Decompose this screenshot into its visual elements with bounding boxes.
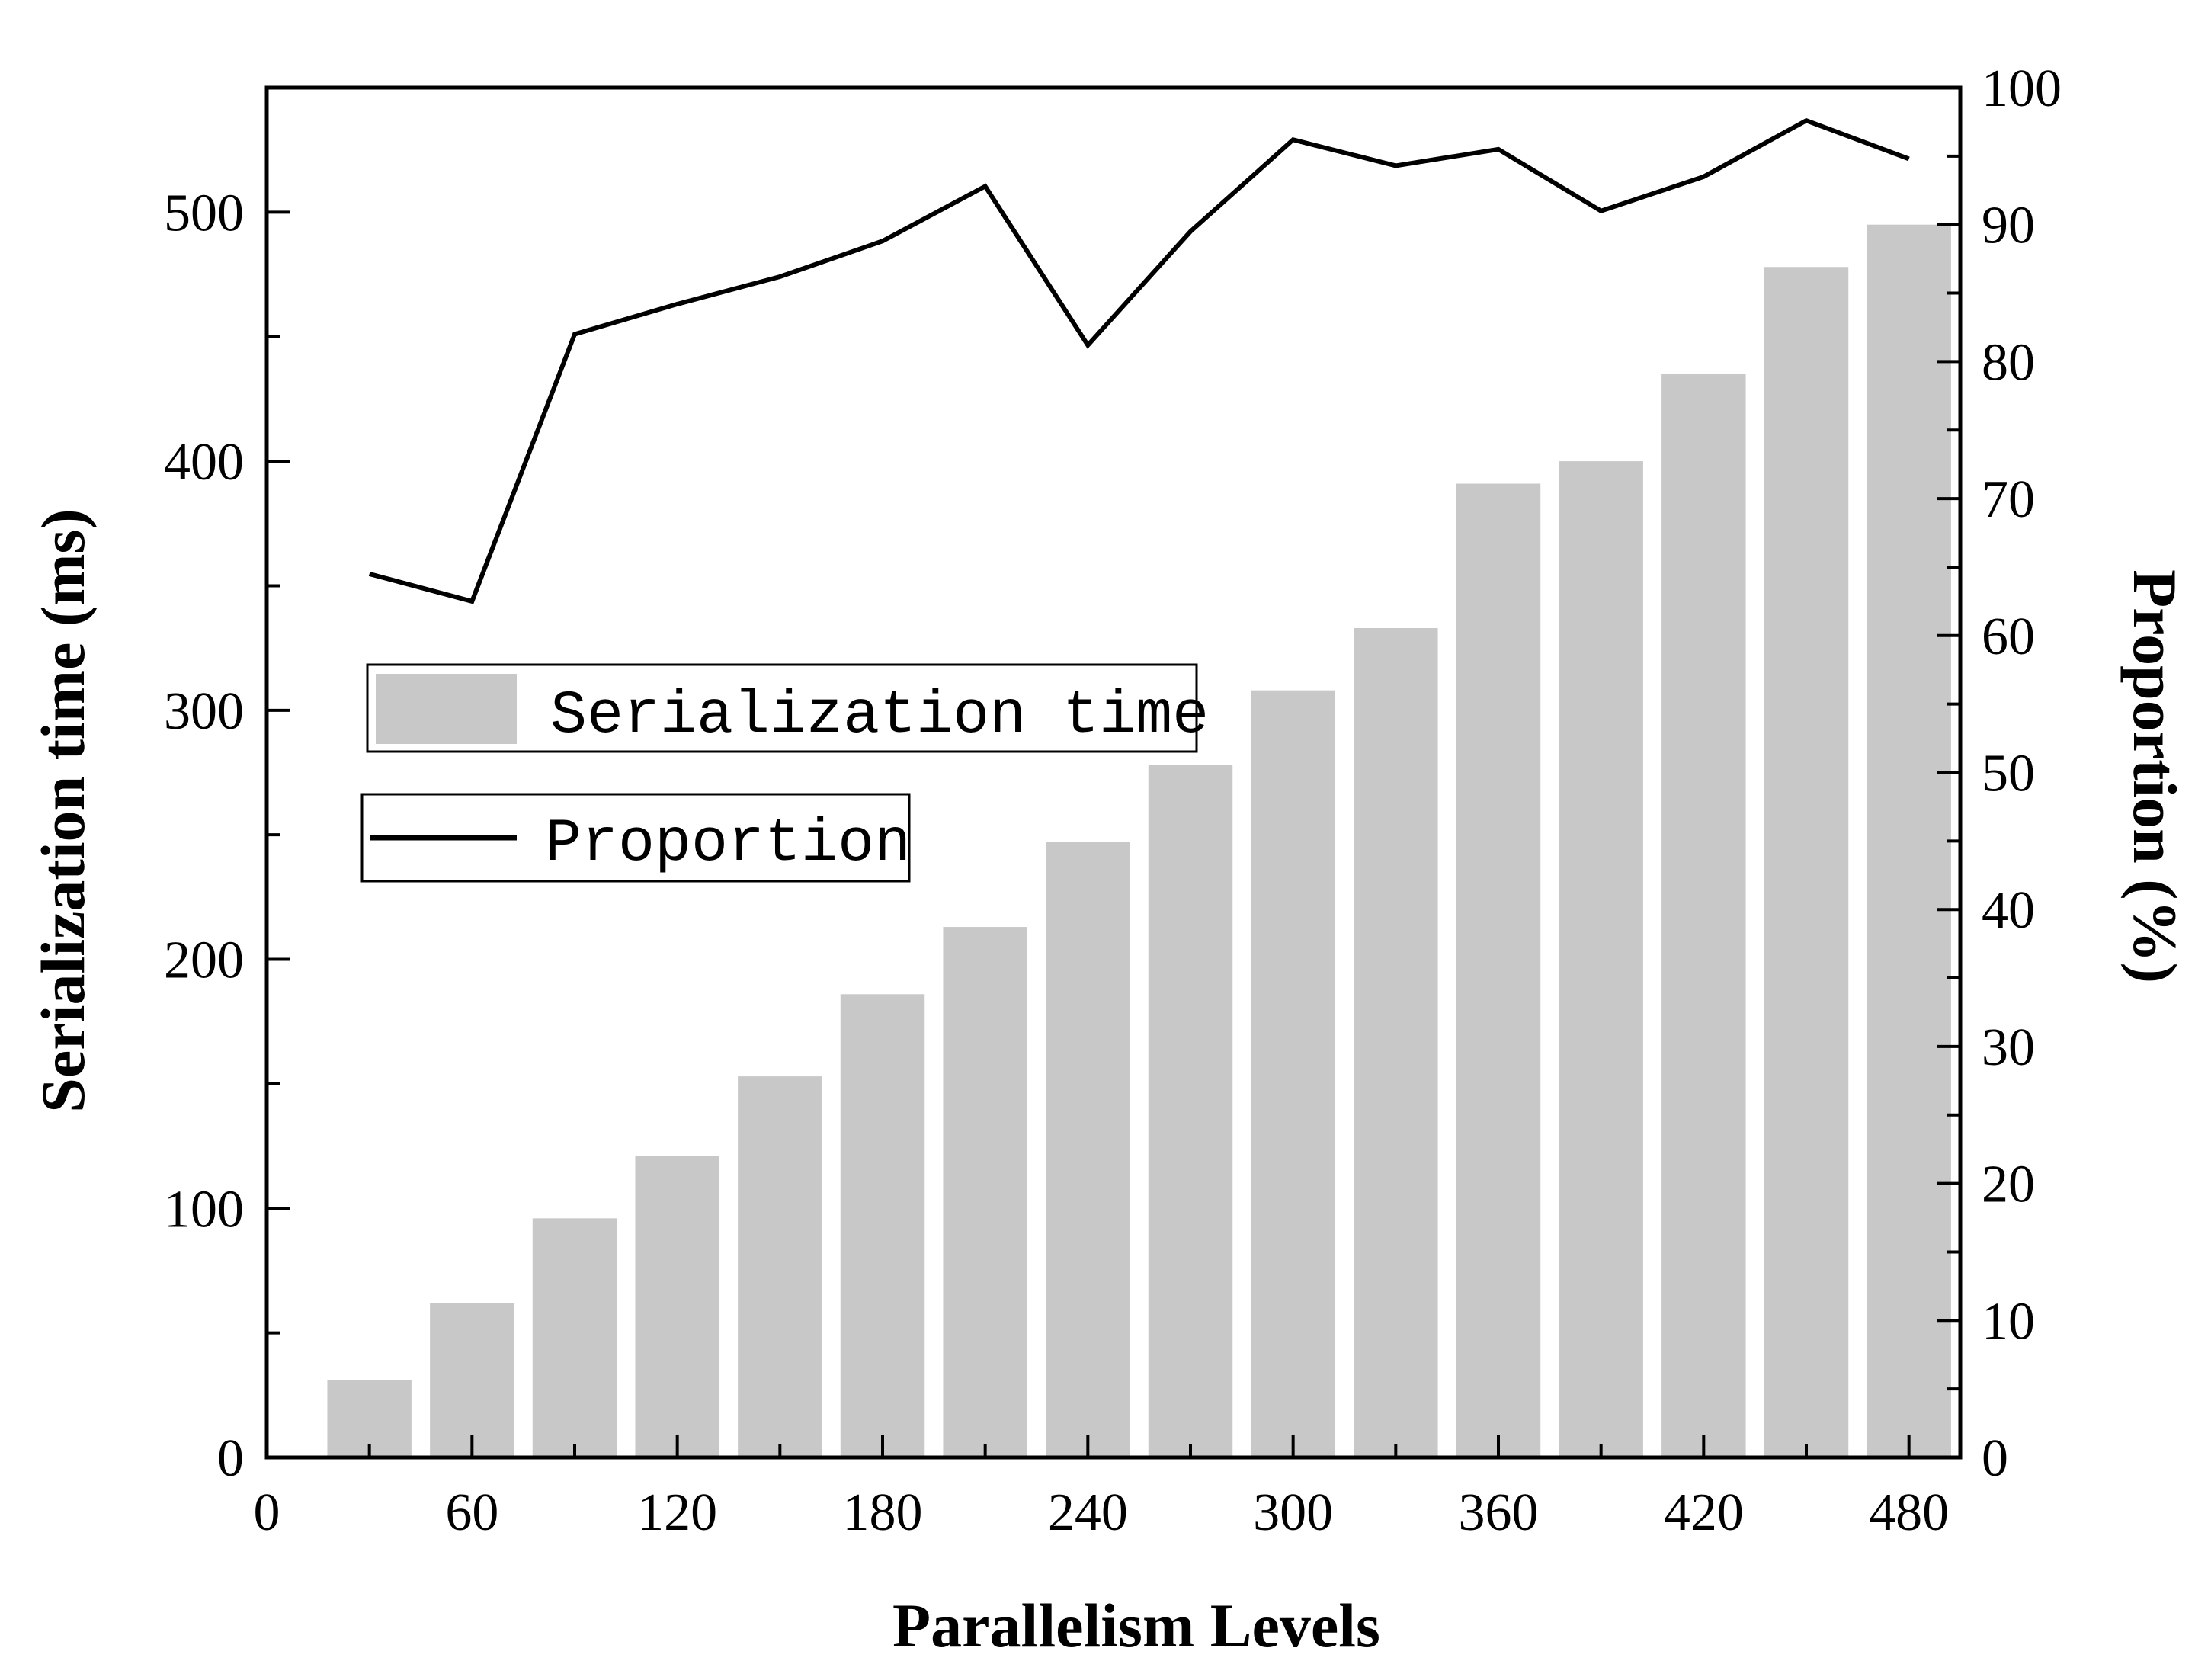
bar: [430, 1303, 514, 1457]
bar: [1764, 267, 1849, 1457]
bar-series: [327, 224, 1951, 1458]
bar: [943, 927, 1027, 1457]
x-tick-label: 120: [637, 1483, 717, 1542]
bar: [1046, 842, 1130, 1457]
bar: [1251, 690, 1335, 1457]
bar: [1661, 374, 1746, 1458]
bar: [532, 1218, 617, 1457]
x-tick-label: 240: [1048, 1483, 1128, 1542]
left-y-tick-label: 200: [164, 931, 244, 990]
bar: [840, 994, 925, 1457]
x-tick-label: 300: [1253, 1483, 1333, 1542]
legend-entry-line: Proportion: [360, 793, 911, 883]
right-y-tick-label: 70: [1982, 470, 2035, 529]
left-y-tick-label: 500: [164, 184, 244, 242]
legend: Serialization time Proportion: [360, 663, 1209, 883]
right-y-tick-label: 40: [1982, 881, 2035, 940]
x-tick-label: 420: [1664, 1483, 1744, 1542]
proportion-line: [368, 117, 1910, 604]
right-y-tick-label: 100: [1982, 59, 2062, 118]
left-y-axis-title: Serialization time (ms): [28, 508, 98, 1112]
right-y-tick-label: 90: [1982, 197, 2035, 255]
left-y-tick-label: 300: [164, 682, 244, 741]
bar: [1148, 765, 1233, 1457]
right-y-tick-label: 10: [1982, 1292, 2035, 1351]
x-tick-label: 360: [1459, 1483, 1539, 1542]
right-y-tick-label: 60: [1982, 608, 2035, 666]
bar: [1354, 627, 1438, 1457]
bar: [635, 1156, 719, 1457]
legend-entry-bar: Serialization time: [366, 663, 1209, 753]
legend-box: [360, 793, 911, 883]
x-axis-title: Parallelism Levels: [892, 1591, 1380, 1660]
bar: [1456, 483, 1541, 1457]
right-y-tick-label: 80: [1982, 333, 2035, 392]
legend-swatch-bar: [376, 674, 517, 744]
right-y-tick-label: 50: [1982, 745, 2035, 803]
x-tick-label: 180: [843, 1483, 923, 1542]
bar: [1867, 224, 1951, 1458]
line-series: [368, 117, 1910, 604]
x-axis: 0 60 120 180 240 300 360 420 480: [254, 1435, 1949, 1542]
right-y-tick-label: 0: [1982, 1429, 2008, 1488]
right-y-axis-title: Proportion (%): [2120, 569, 2190, 983]
right-y-tick-label: 30: [1982, 1018, 2035, 1077]
bar: [1559, 461, 1643, 1458]
legend-label-line: Proportion: [545, 810, 911, 879]
left-y-axis: 0 100 200 300 400 500: [164, 86, 290, 1488]
bar: [738, 1076, 822, 1457]
left-y-tick-label: 0: [217, 1429, 244, 1488]
left-y-tick-label: 400: [164, 433, 244, 492]
legend-label-bar: Serialization time: [550, 681, 1209, 751]
x-tick-label: 480: [1869, 1483, 1949, 1542]
right-y-axis: 0 10 20 30 40 50 60 70 80 90 100: [1937, 59, 2062, 1488]
right-y-tick-label: 20: [1982, 1156, 2035, 1214]
x-tick-label: 0: [254, 1483, 280, 1542]
x-tick-label: 60: [445, 1483, 498, 1542]
left-y-tick-label: 100: [164, 1180, 244, 1239]
